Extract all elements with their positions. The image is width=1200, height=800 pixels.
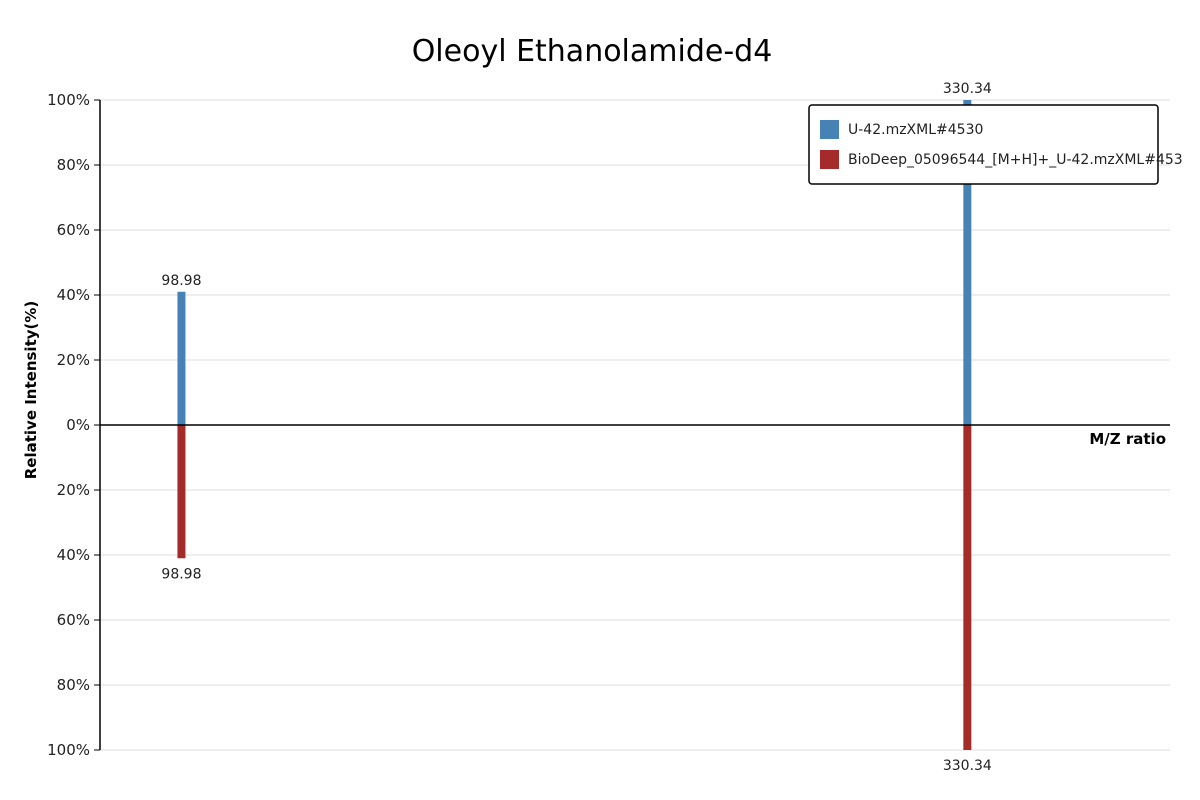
y-tick-label: 20%: [57, 351, 90, 369]
y-tick-label: 40%: [57, 546, 90, 564]
peak-label-sample: 330.34: [943, 81, 992, 97]
y-tick-label: 80%: [57, 156, 90, 174]
y-tick-label: 60%: [57, 221, 90, 239]
y-tick-label: 0%: [66, 416, 90, 434]
peak-bar-sample: [963, 100, 972, 425]
peak-bar-sample: [177, 291, 186, 425]
x-axis-title: M/Z ratio: [1089, 430, 1166, 448]
legend-swatch-series-2: [820, 150, 839, 169]
peak-bar-reference: [963, 425, 972, 750]
grid-lines: [100, 99, 1170, 751]
chart-title: Oleoyl Ethanolamide-d4: [412, 34, 773, 69]
axes: [99, 100, 1170, 750]
peak-labels: 98.98 330.34 98.98 330.34: [161, 81, 992, 774]
legend-label-series-2: BioDeep_05096544_[M+H]+_U-42.mzXML#453: [848, 152, 1183, 168]
legend-label-series-1: U-42.mzXML#4530: [848, 122, 983, 138]
peak-bar-reference: [177, 425, 186, 559]
y-tick-label: 80%: [57, 676, 90, 694]
y-tick-label: 60%: [57, 611, 90, 629]
legend-swatch-series-1: [820, 120, 839, 139]
peak-label-sample: 98.98: [161, 273, 201, 289]
peak-bars: [177, 100, 972, 750]
y-tick-label: 20%: [57, 481, 90, 499]
y-tick-label: 100%: [47, 741, 90, 759]
y-tick-label: 100%: [47, 91, 90, 109]
peak-label-reference: 330.34: [943, 758, 992, 774]
y-axis-ticks: 100% 80% 60% 40% 20% 0% 20% 40% 60% 80% 100%: [47, 91, 100, 759]
legend-box: [808, 104, 1159, 185]
legend: U-42.mzXML#4530 BioDeep_05096544_[M+H]+_…: [808, 104, 1183, 185]
y-tick-label: 40%: [57, 286, 90, 304]
y-axis-title: Relative Intensity(%): [22, 301, 40, 480]
peak-label-reference: 98.98: [161, 566, 201, 582]
